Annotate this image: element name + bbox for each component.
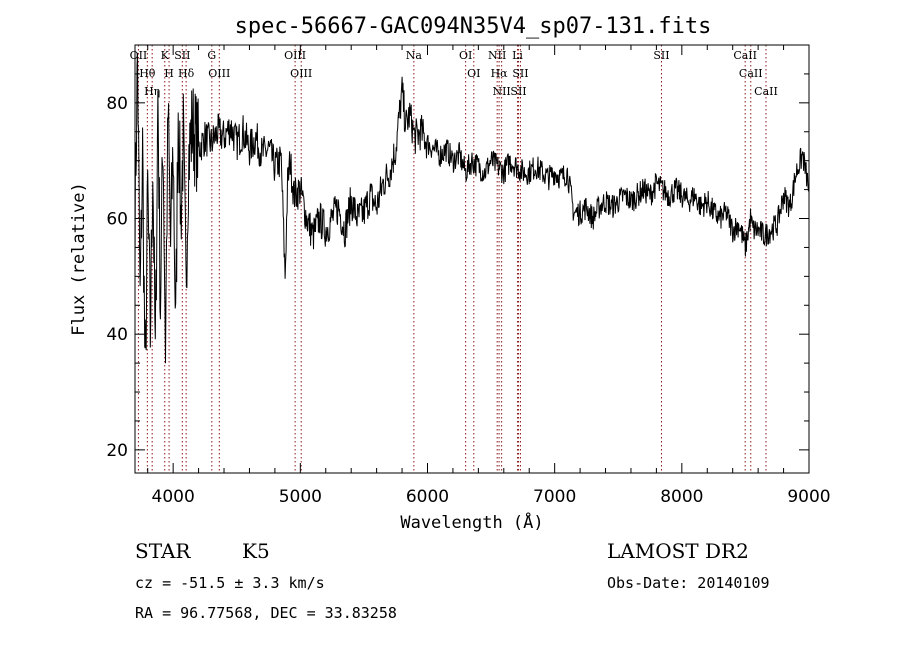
spectral-line-label: SII [512,67,528,80]
spectral-line-label: K [161,49,170,62]
object-subclass: K5 [242,539,270,563]
spectral-line-label: NII [488,49,506,62]
observation-date: Obs-Date: 20140109 [607,574,770,592]
object-class: STAR [135,539,191,563]
spectral-line-label: Hα [491,67,509,80]
survey-name: LAMOST DR2 [607,539,749,563]
x-axis-label: Wavelength (Å) [400,511,543,533]
spectral-line-label: OIII [208,67,230,80]
velocity-readout: cz = -51.5 ± 3.3 km/s [135,574,325,592]
spectral-line-label: H [164,67,174,80]
spectral-line-label: CaII [739,67,763,80]
y-axis-ticks: 20 40 60 80 [106,44,809,461]
spectral-line-label: Na [406,49,423,62]
coordinates-readout: RA = 96.77568, DEC = 33.83258 [135,604,397,622]
spectral-line-label: Hδ [178,67,195,80]
x-tick-label: 9000 [787,487,830,507]
y-tick-label: 20 [106,441,128,461]
spectral-line-label: OIII [290,67,312,80]
spectral-line-markers [137,45,767,473]
spectral-line-label: G [207,49,216,62]
spectral-line-label: SII [510,85,526,98]
y-axis-label: Flux (relative) [69,182,89,336]
y-tick-label: 60 [106,210,128,230]
x-axis-ticks: 4000 5000 6000 7000 8000 9000 [147,45,831,507]
chart-title: spec-56667-GAC094N35V4_sp07-131.fits [235,14,712,39]
spectral-line-label: CaII [733,49,757,62]
spectral-line-label: Hθ [139,67,156,80]
spectral-line-label: OI [467,67,480,80]
x-tick-label: 6000 [406,487,449,507]
spectral-line-label: SII [653,49,669,62]
spectral-line-label: OIII [284,49,306,62]
spectral-line-label: Li [512,49,523,62]
x-tick-label: 5000 [279,487,322,507]
spectral-line-label: Hη [144,85,160,98]
spectral-line-label: OI [459,49,472,62]
x-tick-label: 4000 [152,487,195,507]
plot-frame [134,44,810,474]
spectral-line-label: NII [492,85,510,98]
y-tick-label: 80 [106,94,128,114]
spectral-line-label: CaII [754,85,778,98]
spectrum-series-line [134,53,810,364]
y-tick-label: 40 [106,325,128,345]
spectral-line-label: OII [130,49,148,62]
x-tick-label: 7000 [533,487,576,507]
x-tick-label: 8000 [660,487,703,507]
spectral-line-label: SII [174,49,190,62]
